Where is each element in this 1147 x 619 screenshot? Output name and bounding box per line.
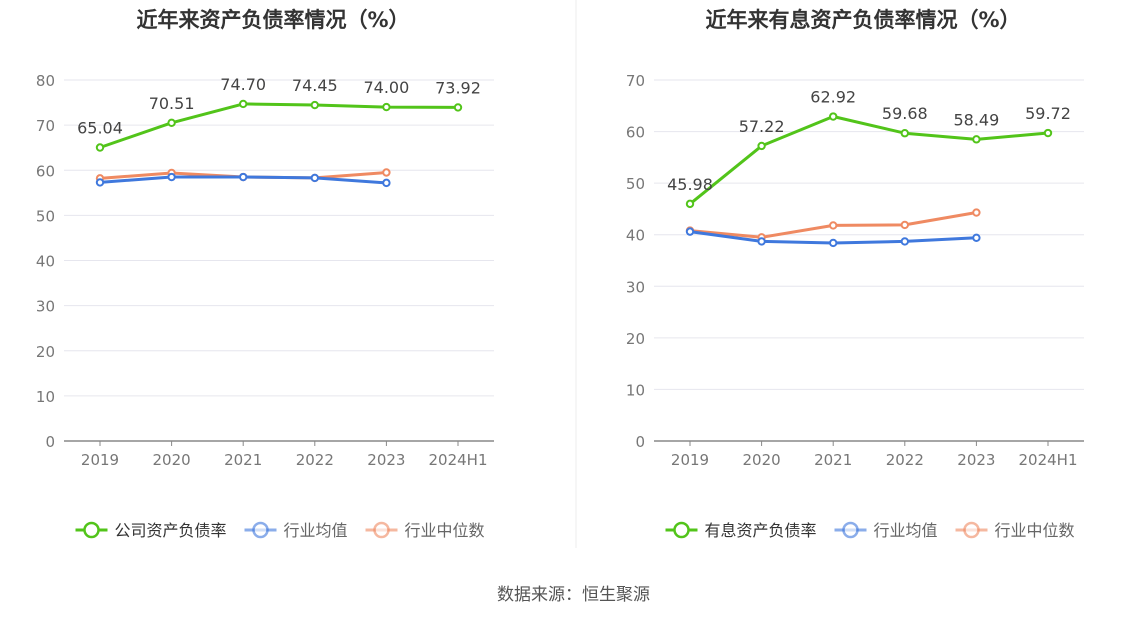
legend-circle-marker [373, 521, 390, 539]
y-tick-label: 30 [36, 298, 55, 316]
legend-label: 有息资产负债率 [705, 521, 817, 540]
data-point [900, 129, 909, 138]
data-point [972, 208, 981, 217]
legend-circle-marker [963, 521, 980, 539]
data-point [829, 112, 838, 121]
legend-circle-marker [842, 521, 859, 539]
data-label: 74.00 [363, 78, 409, 97]
legend-circle-marker [252, 521, 269, 539]
data-label: 74.70 [220, 75, 266, 94]
data-point [829, 238, 838, 248]
data-point [900, 237, 909, 246]
x-tick-label: 2023 [957, 451, 995, 469]
y-tick-label: 0 [635, 433, 645, 451]
legend-label: 行业中位数 [405, 521, 485, 540]
chart-1: 近年来资产负债率情况（%） 0 10 20 30 40 50 60 70 80 2019 2020 20… [36, 8, 494, 540]
legend: 有息资产负债率 行业均值 行业中位数 [665, 521, 1075, 540]
y-tick-label: 50 [36, 207, 55, 225]
data-point [310, 100, 319, 110]
data-point [167, 118, 176, 128]
data-point [382, 102, 391, 112]
data-label: 59.72 [1025, 104, 1071, 123]
y-tick-label: 60 [36, 162, 55, 180]
series-line-0 [99, 102, 459, 149]
y-tick-label: 30 [626, 278, 645, 296]
x-tick-label: 2019 [81, 451, 119, 469]
chart-2: 近年来有息资产负债率情况（%） 0 10 20 30 40 50 60 70 2019 2020 20… [626, 8, 1084, 540]
data-label: 58.49 [953, 110, 999, 129]
data-point [95, 143, 105, 152]
x-tick-label: 2023 [367, 451, 405, 469]
data-point [1043, 128, 1053, 138]
data-point [239, 172, 248, 182]
x-tick-label: 2022 [886, 451, 924, 469]
x-tick-label: 2021 [814, 451, 852, 469]
x-tick-label: 2024H1 [1019, 451, 1078, 469]
legend-label: 公司资产负债率 [115, 521, 227, 540]
legend-label: 行业中位数 [995, 521, 1075, 540]
chart-title: 近年来资产负债率情况（%） [136, 8, 409, 32]
x-tick-label: 2020 [153, 451, 191, 469]
x-tick-label: 2022 [296, 451, 334, 469]
data-point [95, 178, 105, 187]
data-label: 70.51 [149, 94, 195, 113]
data-point [239, 99, 248, 109]
data-point [757, 237, 766, 246]
data-point [757, 141, 766, 151]
data-label: 45.98 [667, 175, 713, 194]
y-tick-label: 80 [36, 72, 55, 90]
chart-title: 近年来有息资产负债率情况（%） [705, 8, 1020, 32]
legend-item-0[interactable]: 公司资产负债率 [75, 521, 227, 540]
y-tick-label: 60 [626, 124, 645, 142]
data-point [310, 173, 319, 183]
y-tick-label: 50 [626, 175, 645, 193]
legend-item-2[interactable]: 行业中位数 [365, 521, 485, 540]
legend: 公司资产负债率 行业均值 行业中位数 [75, 521, 485, 540]
legend-item-2[interactable]: 行业中位数 [955, 521, 1075, 540]
data-label: 74.45 [292, 76, 338, 95]
data-point [972, 233, 981, 243]
series-line-0 [689, 115, 1049, 206]
data-label: 62.92 [810, 88, 856, 107]
x-tick-label: 2019 [671, 451, 709, 469]
data-point [382, 178, 391, 188]
legend-label: 行业均值 [874, 521, 938, 540]
x-tick-label: 2020 [743, 451, 781, 469]
legend-circle-marker [673, 521, 690, 539]
legend-item-0[interactable]: 有息资产负债率 [665, 521, 817, 540]
data-point [685, 227, 695, 236]
data-point [382, 168, 391, 177]
x-tick-label: 2021 [224, 451, 262, 469]
legend-circle-marker [83, 521, 100, 539]
y-tick-label: 10 [626, 381, 645, 399]
data-point [453, 103, 463, 112]
data-point [900, 220, 909, 230]
y-tick-label: 40 [36, 253, 55, 271]
y-tick-label: 70 [36, 117, 55, 135]
data-label: 57.22 [739, 117, 785, 136]
data-label: 73.92 [435, 78, 481, 97]
y-tick-label: 10 [36, 388, 55, 406]
y-tick-label: 40 [626, 227, 645, 245]
y-tick-label: 20 [36, 343, 55, 361]
legend-label: 行业均值 [284, 521, 348, 540]
y-tick-label: 20 [626, 330, 645, 348]
y-tick-label: 0 [45, 433, 55, 451]
data-point [829, 221, 838, 230]
x-tick-label: 2024H1 [429, 451, 488, 469]
data-source-note: 数据来源：恒生聚源 [497, 585, 650, 605]
data-label: 65.04 [77, 119, 123, 138]
data-label: 59.68 [882, 104, 928, 123]
data-point [685, 199, 695, 209]
legend-item-1[interactable]: 行业均值 [244, 521, 348, 540]
data-point [167, 172, 176, 182]
y-tick-label: 70 [626, 72, 645, 90]
data-point [972, 135, 981, 144]
legend-item-1[interactable]: 行业均值 [834, 521, 938, 540]
